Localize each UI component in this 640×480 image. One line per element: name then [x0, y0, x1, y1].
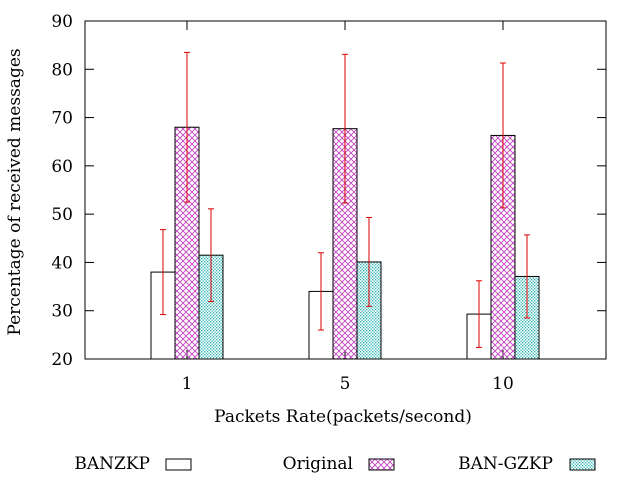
- legend-label: BANZKP: [74, 454, 150, 474]
- y-tick-label: 50: [51, 205, 73, 225]
- y-tick-label: 80: [51, 60, 73, 80]
- y-tick-label: 40: [51, 253, 73, 273]
- legend-swatch: [569, 458, 596, 471]
- x-tick-label: 5: [340, 374, 351, 394]
- y-tick-label: 70: [51, 109, 73, 129]
- y-tick-label: 20: [51, 350, 73, 370]
- legend: BANZKP Original BAN-GZKP: [74, 454, 596, 474]
- legend-swatch: [368, 458, 395, 471]
- y-tick-label: 30: [51, 302, 73, 322]
- y-tick-label: 60: [51, 157, 73, 177]
- x-tick-label: 10: [492, 374, 514, 394]
- y-axis-label: Percentage of received messages: [5, 48, 25, 335]
- y-tick-label: 90: [51, 12, 73, 32]
- plot-area: 20 30 40 50 60 70 80 90 1 5 10: [51, 12, 607, 394]
- legend-label: Original: [283, 454, 353, 474]
- x-axis-label: Packets Rate(packets/second): [214, 407, 472, 427]
- legend-label: BAN-GZKP: [458, 454, 553, 474]
- legend-swatch: [165, 458, 192, 471]
- x-tick-label: 1: [182, 374, 193, 394]
